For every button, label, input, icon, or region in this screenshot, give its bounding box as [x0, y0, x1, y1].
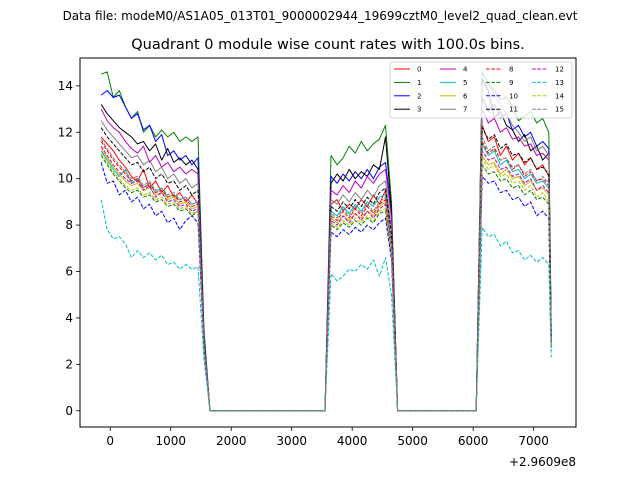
axes-frame [79, 57, 577, 428]
x-tick-label: 4000 [337, 434, 368, 448]
x-axis: 0 1000 2000 3000 4000 5000 6000 7000 [106, 427, 549, 448]
legend-label-12: 12 [555, 66, 564, 74]
legend-label-2: 2 [417, 92, 421, 100]
y-tick-label: 0 [65, 404, 73, 418]
legend-label-7: 7 [463, 106, 467, 114]
legend-frame [389, 61, 573, 119]
legend-label-10: 10 [509, 92, 518, 100]
legend-label-11: 11 [509, 106, 518, 114]
y-tick-label: 4 [65, 311, 73, 325]
y-tick-label: 14 [58, 79, 73, 93]
suptitle: Data file: modeM0/AS1A05_013T01_90000029… [63, 9, 578, 23]
chart-title: Quadrant 0 module wise count rates with … [131, 37, 525, 53]
x-tick-label: 6000 [458, 434, 489, 448]
x-offset-label: +2.9609e8 [509, 455, 576, 469]
legend-label-1: 1 [417, 79, 421, 87]
legend-label-3: 3 [417, 106, 421, 114]
legend-label-8: 8 [509, 66, 513, 74]
y-tick-label: 12 [58, 125, 73, 139]
y-tick-label: 10 [58, 172, 73, 186]
series-line-13 [100, 199, 552, 412]
x-tick-label: 5000 [397, 434, 428, 448]
x-tick-label: 1000 [155, 434, 186, 448]
plot-area [100, 71, 552, 412]
y-tick-label: 6 [65, 265, 73, 279]
y-tick-label: 2 [65, 357, 73, 371]
x-tick-label: 3000 [276, 434, 307, 448]
legend-label-0: 0 [417, 66, 421, 74]
legend-label-15: 15 [555, 106, 564, 114]
legend-label-4: 4 [463, 66, 468, 74]
x-tick-label: 2000 [216, 434, 247, 448]
y-axis: 0 2 4 6 8 10 12 14 [58, 79, 80, 418]
series-line-15 [100, 136, 552, 412]
legend-label-9: 9 [509, 79, 513, 87]
x-tick-label: 0 [106, 434, 114, 448]
legend-label-14: 14 [555, 92, 564, 100]
legend-label-13: 13 [555, 79, 564, 87]
legend-label-5: 5 [463, 79, 467, 87]
legend-label-6: 6 [463, 92, 468, 100]
x-tick-label: 7000 [518, 434, 549, 448]
y-tick-label: 8 [65, 218, 73, 232]
